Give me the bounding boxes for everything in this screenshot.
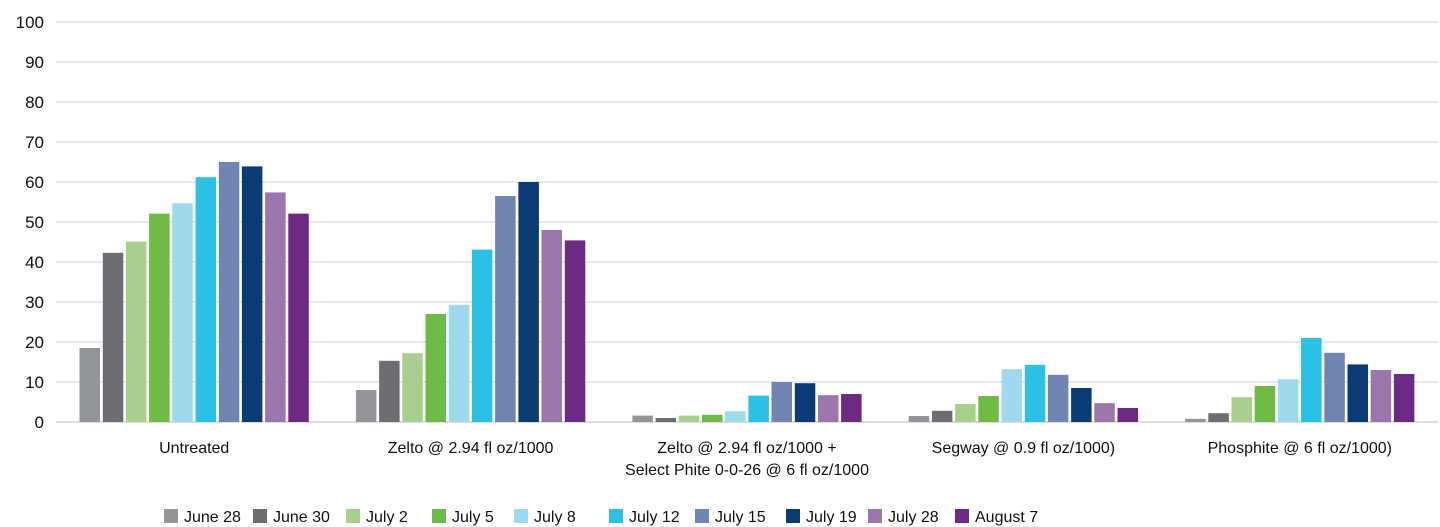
category-label: Phosphite @ 6 fl oz/1000) <box>1208 440 1392 457</box>
legend-swatch <box>955 509 969 523</box>
bar <box>978 396 999 422</box>
bar <box>725 411 746 422</box>
legend-swatch <box>695 509 709 523</box>
bar <box>632 415 653 422</box>
bar <box>1254 386 1276 422</box>
y-tick-label: 80 <box>25 93 44 112</box>
bar <box>748 395 769 422</box>
bar <box>1231 397 1252 422</box>
bar <box>818 395 839 422</box>
bar <box>495 196 516 422</box>
bar <box>841 394 862 422</box>
bar <box>149 213 170 422</box>
legend-swatch <box>164 509 178 523</box>
gridlines <box>56 21 1438 423</box>
category-label: Zelto @ 2.94 fl oz/1000 <box>388 440 554 457</box>
legend-label: July 15 <box>715 509 766 526</box>
category-label: Segway @ 0.9 fl oz/1000) <box>932 440 1115 457</box>
bar <box>218 162 240 422</box>
category-label: Untreated <box>159 440 229 457</box>
bar <box>241 166 263 422</box>
bar <box>402 353 423 422</box>
bar <box>195 177 217 422</box>
bar <box>1277 379 1299 422</box>
bar <box>355 390 377 422</box>
legend-label: July 2 <box>366 509 408 526</box>
legend-label: July 5 <box>452 509 494 526</box>
bar <box>1047 374 1069 422</box>
y-tick-label: 50 <box>25 213 44 232</box>
y-axis-ticks: 0 10 20 30 40 50 60 70 80 90 100 <box>16 13 44 432</box>
legend-label: July 28 <box>888 509 939 526</box>
bar <box>794 383 816 422</box>
bar <box>908 416 930 422</box>
bar <box>79 348 100 422</box>
bar <box>1301 338 1322 422</box>
bar <box>702 414 723 422</box>
y-tick-label: 20 <box>25 333 44 352</box>
bar <box>379 360 400 422</box>
legend-label: July 8 <box>534 509 576 526</box>
bar <box>564 240 586 422</box>
bar <box>1208 413 1229 422</box>
bar <box>125 241 147 422</box>
legend-label: June 28 <box>184 509 241 526</box>
bar <box>541 230 562 422</box>
legend: June 28 June 30 July 2 July 5 July 8 July 12 J… <box>164 509 1038 526</box>
bar <box>518 182 539 422</box>
bar <box>288 213 309 422</box>
y-tick-label: 10 <box>25 373 44 392</box>
y-tick-label: 90 <box>25 53 44 72</box>
bar <box>771 382 792 422</box>
bar <box>678 415 700 422</box>
bar <box>1393 374 1415 422</box>
y-tick-label: 40 <box>25 253 44 272</box>
category-label: Select Phite 0-0-26 @ 6 fl oz/1000 <box>625 462 869 479</box>
bar <box>1024 364 1046 422</box>
y-tick-label: 100 <box>16 13 44 32</box>
legend-swatch <box>432 509 446 523</box>
y-tick-label: 60 <box>25 173 44 192</box>
bar <box>1071 388 1092 422</box>
legend-label: July 12 <box>629 509 680 526</box>
bar <box>1185 418 1206 422</box>
bar <box>1094 403 1115 422</box>
bar <box>265 192 286 422</box>
bar <box>1324 352 1345 422</box>
legend-swatch <box>609 509 623 523</box>
bar <box>655 418 677 422</box>
category-label: Zelto @ 2.94 fl oz/1000 + <box>657 440 836 457</box>
legend-label: July 19 <box>806 509 857 526</box>
y-tick-label: 30 <box>25 293 44 312</box>
bars <box>79 162 1415 422</box>
legend-label: June 30 <box>273 509 330 526</box>
legend-swatch <box>514 509 528 523</box>
bar <box>1117 408 1138 422</box>
legend-label: August 7 <box>975 509 1038 526</box>
bar <box>425 314 446 422</box>
bar <box>1001 369 1022 422</box>
y-tick-label: 70 <box>25 133 44 152</box>
legend-swatch <box>346 509 360 523</box>
bar <box>931 410 953 422</box>
bar <box>102 252 124 422</box>
bar <box>955 404 976 422</box>
bar <box>1347 364 1368 422</box>
y-tick-label: 0 <box>35 413 44 432</box>
bar <box>471 249 493 422</box>
bar <box>1370 370 1392 422</box>
legend-swatch <box>868 509 882 523</box>
category-labels: Untreated Zelto @ 2.94 fl oz/1000 Zelto @ … <box>159 440 1392 479</box>
bar <box>448 304 470 422</box>
legend-swatch <box>253 509 267 523</box>
legend-swatch <box>786 509 800 523</box>
bar <box>172 203 193 422</box>
